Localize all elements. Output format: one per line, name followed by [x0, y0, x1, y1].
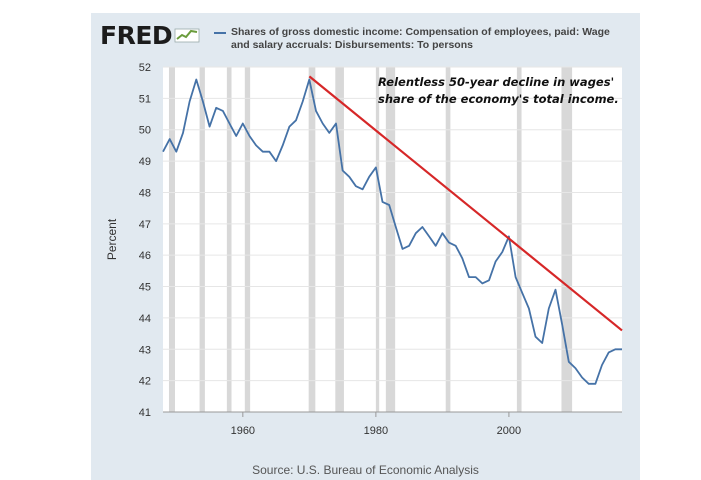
recession-band — [375, 67, 380, 412]
y-tick-label: 50 — [139, 125, 151, 137]
y-axis-label: Percent — [105, 218, 119, 260]
recession-band — [516, 67, 522, 412]
recession-band — [244, 67, 251, 412]
x-tick-label: 1960 — [231, 425, 255, 437]
legend-swatch — [214, 32, 226, 34]
fred-logo-text: FRED — [100, 20, 173, 50]
chart-annotation: Relentless 50-year decline in wages' sha… — [378, 74, 628, 108]
recession-band — [308, 67, 316, 412]
y-tick-label: 48 — [139, 187, 151, 199]
fred-logo[interactable]: FRED — [100, 20, 200, 50]
recession-band — [445, 67, 451, 412]
legend-label: Shares of gross domestic income: Compens… — [231, 26, 610, 51]
y-tick-label: 44 — [139, 313, 151, 325]
recession-band — [335, 67, 344, 412]
source-note: Source: U.S. Bureau of Economic Analysis — [252, 463, 479, 477]
fred-logo-chart-icon — [174, 23, 200, 48]
y-tick-label: 47 — [139, 219, 151, 231]
annotation-line-2: share of the economy's total income. — [378, 92, 619, 106]
y-tick-label: 43 — [139, 344, 151, 356]
recession-band — [226, 67, 232, 412]
y-tick-label: 46 — [139, 250, 151, 262]
recession-band — [168, 67, 175, 412]
trend-line — [308, 75, 623, 332]
x-tick-label: 2000 — [497, 425, 521, 437]
y-tick-label: 45 — [139, 282, 151, 294]
y-tick-label: 52 — [139, 62, 151, 74]
annotation-line-1: Relentless 50-year decline in wages' — [378, 75, 615, 89]
series-line — [162, 78, 622, 385]
recession-band — [561, 67, 573, 412]
y-tick-label: 42 — [139, 376, 151, 388]
y-tick-label: 41 — [139, 407, 151, 419]
x-tick-label: 1980 — [364, 425, 388, 437]
y-tick-label: 51 — [139, 93, 151, 105]
recession-band — [199, 67, 205, 412]
legend: Shares of gross domestic income: Compens… — [214, 26, 624, 52]
recession-band — [385, 67, 396, 412]
y-tick-label: 49 — [139, 156, 151, 168]
